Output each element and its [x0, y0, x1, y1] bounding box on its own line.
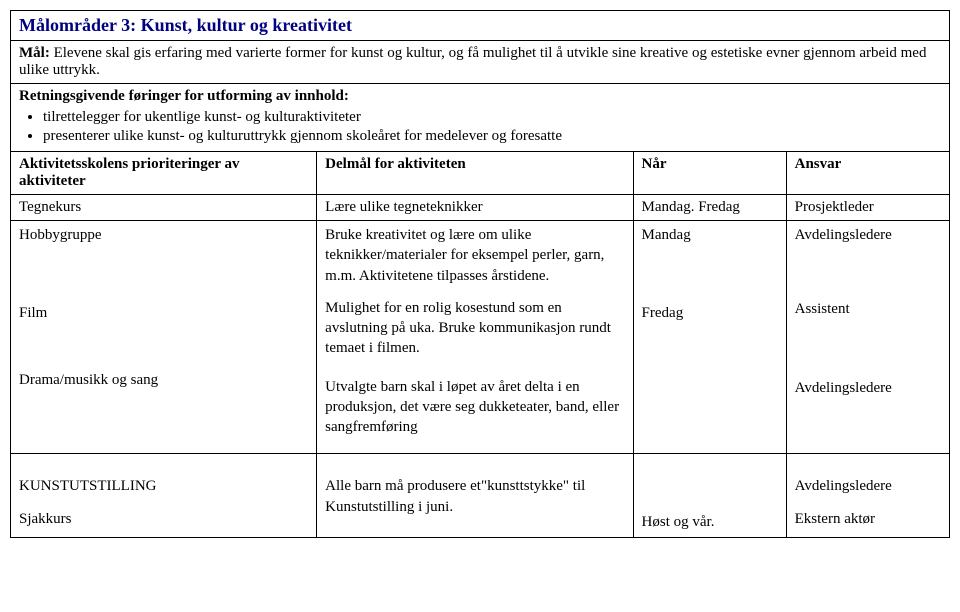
resp-cell: Prosjektleder [786, 195, 949, 221]
header-responsible: Ansvar [786, 152, 949, 195]
guidelines-cell: Retningsgivende føringer for utforming a… [11, 84, 950, 152]
activity-label: Sjakkurs [19, 509, 308, 529]
resp-text [795, 257, 941, 299]
resp-text [795, 332, 941, 378]
resp-text: Avdelingsledere [795, 225, 941, 245]
goal-text: Alle barn må produsere et"kunsttstykke" … [325, 476, 624, 517]
guideline-item: presenterer ulike kunst- og kulturuttryk… [43, 128, 941, 147]
table-row: Hobbygruppe Film Drama/musikk og sang Br… [11, 221, 950, 454]
resp-text: Avdelingsledere [795, 378, 941, 398]
resp-text [795, 458, 941, 476]
header-goals: Delmål for aktiviteten [317, 152, 633, 195]
goal-text: Mulighet for en rolig kosestund som en a… [325, 298, 624, 359]
activity-label: Drama/musikk og sang [19, 370, 308, 390]
activity-label [19, 257, 308, 303]
resp-text: Ekstern aktør [795, 509, 941, 529]
guideline-item: tilrettelegger for ukentlige kunst- og k… [43, 109, 941, 128]
guidelines-list: tilrettelegger for ukentlige kunst- og k… [43, 109, 941, 147]
activity-label: Film [19, 303, 308, 323]
intro-text: Elevene skal gis erfaring med varierte f… [19, 45, 926, 78]
when-cell: Mandag Fredag [633, 221, 786, 454]
intro-cell: Mål: Elevene skal gis erfaring med varie… [11, 41, 950, 84]
resp-cell: Avdelingsledere Assistent Avdelingsleder… [786, 221, 949, 454]
table-row: Tegnekurs Lære ulike tegneteknikker Mand… [11, 195, 950, 221]
goal-cell: Lære ulike tegneteknikker [317, 195, 633, 221]
activity-cell: KUNSTUTSTILLING Sjakkurs [11, 454, 317, 537]
when-text [642, 257, 778, 303]
goal-text [325, 458, 624, 476]
title-row: Målområder 3: Kunst, kultur og kreativit… [11, 11, 950, 41]
resp-text: Assistent [795, 299, 941, 319]
header-when: Når [633, 152, 786, 195]
when-text [642, 458, 778, 512]
goal-cell: Alle barn må produsere et"kunsttstykke" … [317, 454, 633, 537]
document-table: Målområder 3: Kunst, kultur og kreativit… [10, 10, 950, 538]
activity-cell: Hobbygruppe Film Drama/musikk og sang [11, 221, 317, 454]
activity-label [19, 336, 308, 370]
resp-cell: Avdelingsledere Ekstern aktør [786, 454, 949, 537]
resp-text: Avdelingsledere [795, 476, 941, 496]
when-text: Høst og vår. [642, 512, 778, 532]
goal-cell: Bruke kreativitet og lære om ulike tekni… [317, 221, 633, 454]
guidelines-heading: Retningsgivende føringer for utforming a… [19, 88, 941, 105]
table-header-row: Aktivitetsskolens prioriteringer av akti… [11, 152, 950, 195]
goal-text: Utvalgte barn skal i løpet av året delta… [325, 377, 624, 438]
when-text: Fredag [642, 303, 778, 323]
document-title: Målområder 3: Kunst, kultur og kreativit… [11, 11, 950, 41]
intro-label: Mål: [19, 45, 50, 61]
activity-label: Hobbygruppe [19, 225, 308, 245]
activity-label [19, 458, 308, 476]
when-cell: Høst og vår. [633, 454, 786, 537]
guidelines-row: Retningsgivende føringer for utforming a… [11, 84, 950, 152]
activity-label: KUNSTUTSTILLING [19, 476, 308, 496]
header-activities: Aktivitetsskolens prioriteringer av akti… [11, 152, 317, 195]
activity-cell: Tegnekurs [11, 195, 317, 221]
when-text: Mandag [642, 225, 778, 245]
goal-text: Bruke kreativitet og lære om ulike tekni… [325, 225, 624, 286]
table-row: KUNSTUTSTILLING Sjakkurs Alle barn må pr… [11, 454, 950, 537]
intro-row: Mål: Elevene skal gis erfaring med varie… [11, 41, 950, 84]
when-cell: Mandag. Fredag [633, 195, 786, 221]
